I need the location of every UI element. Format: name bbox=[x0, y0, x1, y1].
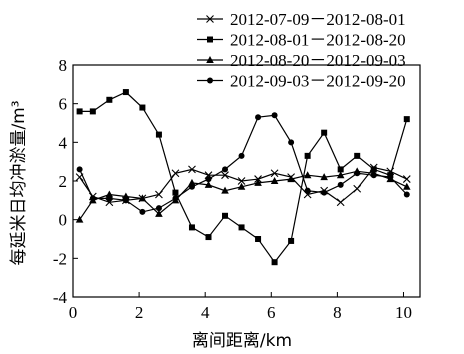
y-tick-label: 8 bbox=[59, 56, 68, 75]
x-tick-label: 2 bbox=[135, 303, 144, 322]
series-4 bbox=[77, 112, 410, 215]
square-marker bbox=[272, 259, 278, 265]
legend-label: 2012-07-09－2012-08-01 bbox=[230, 10, 406, 29]
series-3 bbox=[76, 167, 411, 222]
legend-label: 2012-09-03－2012-09-20 bbox=[230, 72, 406, 91]
circle-marker bbox=[387, 174, 393, 180]
plot-axes: 0 2 4 6 8 10 -4 -2 0 2 4 6 8 bbox=[53, 56, 420, 322]
triangle-marker bbox=[403, 183, 411, 190]
series-line bbox=[80, 171, 407, 219]
circle-marker bbox=[288, 139, 294, 145]
circle-marker bbox=[90, 195, 96, 201]
circle-marker bbox=[222, 166, 228, 172]
x-marker bbox=[337, 199, 344, 206]
square-marker bbox=[123, 89, 129, 95]
circle-marker bbox=[305, 188, 311, 194]
circle-marker bbox=[139, 209, 145, 215]
y-tick-label: 0 bbox=[59, 211, 68, 230]
square-marker bbox=[106, 97, 112, 103]
square-marker bbox=[156, 132, 162, 138]
circle-marker bbox=[404, 192, 410, 198]
circle-marker bbox=[156, 205, 162, 211]
y-tick-label: -4 bbox=[53, 288, 68, 307]
circle-marker bbox=[123, 197, 129, 203]
square-marker bbox=[239, 224, 245, 230]
series-layer bbox=[76, 89, 411, 265]
square-marker bbox=[288, 238, 294, 244]
circle-marker bbox=[371, 172, 377, 178]
circle-marker bbox=[172, 195, 178, 201]
square-marker bbox=[222, 213, 228, 219]
square-marker bbox=[139, 105, 145, 111]
circle-marker bbox=[321, 190, 327, 196]
square-marker bbox=[172, 190, 178, 196]
series-line bbox=[80, 92, 407, 262]
square-marker bbox=[90, 108, 96, 114]
circle-marker bbox=[338, 182, 344, 188]
x-axis-label: 离间距离/km bbox=[192, 331, 292, 351]
y-axis-label: 每延米日均冲淤量/m³ bbox=[9, 100, 29, 265]
x-tick-label: 0 bbox=[69, 303, 78, 322]
circle-marker bbox=[272, 112, 278, 118]
square-marker bbox=[321, 130, 327, 136]
legend-entry: 2012-07-09－2012-08-01 bbox=[197, 10, 406, 29]
x-tick-label: 4 bbox=[201, 303, 210, 322]
x-marker bbox=[354, 185, 361, 192]
square-marker bbox=[207, 37, 213, 43]
circle-marker bbox=[106, 195, 112, 201]
chart-legend: 2012-07-09－2012-08-01 2012-08-01－2012-08-… bbox=[197, 10, 406, 91]
square-marker bbox=[255, 236, 261, 242]
square-marker bbox=[404, 116, 410, 122]
legend-label: 2012-08-01－2012-08-20 bbox=[230, 31, 406, 50]
square-marker bbox=[205, 234, 211, 240]
circle-marker bbox=[189, 184, 195, 190]
y-tick-label: 4 bbox=[59, 133, 68, 152]
circle-marker bbox=[239, 153, 245, 159]
circle-marker bbox=[255, 114, 261, 120]
x-marker bbox=[403, 176, 410, 183]
x-tick-label: 10 bbox=[395, 303, 412, 322]
circle-marker bbox=[207, 78, 213, 84]
series-2 bbox=[77, 89, 410, 265]
square-marker bbox=[189, 224, 195, 230]
legend-label: 2012-08-20－2012-09-03 bbox=[230, 51, 406, 70]
square-marker bbox=[77, 108, 83, 114]
x-tick-label: 8 bbox=[333, 303, 342, 322]
y-tick-label: 2 bbox=[59, 172, 68, 191]
x-tick-label: 6 bbox=[267, 303, 276, 322]
y-tick-label: 6 bbox=[59, 95, 68, 114]
y-tick-label: -2 bbox=[53, 249, 67, 268]
square-marker bbox=[354, 153, 360, 159]
circle-marker bbox=[205, 176, 211, 182]
square-marker bbox=[305, 153, 311, 159]
legend-entry: 2012-08-01－2012-08-20 bbox=[197, 31, 406, 50]
legend-entry: 2012-08-20－2012-09-03 bbox=[197, 51, 406, 70]
circle-marker bbox=[354, 170, 360, 176]
legend-entry: 2012-09-03－2012-09-20 bbox=[197, 72, 406, 91]
circle-marker bbox=[77, 166, 83, 172]
